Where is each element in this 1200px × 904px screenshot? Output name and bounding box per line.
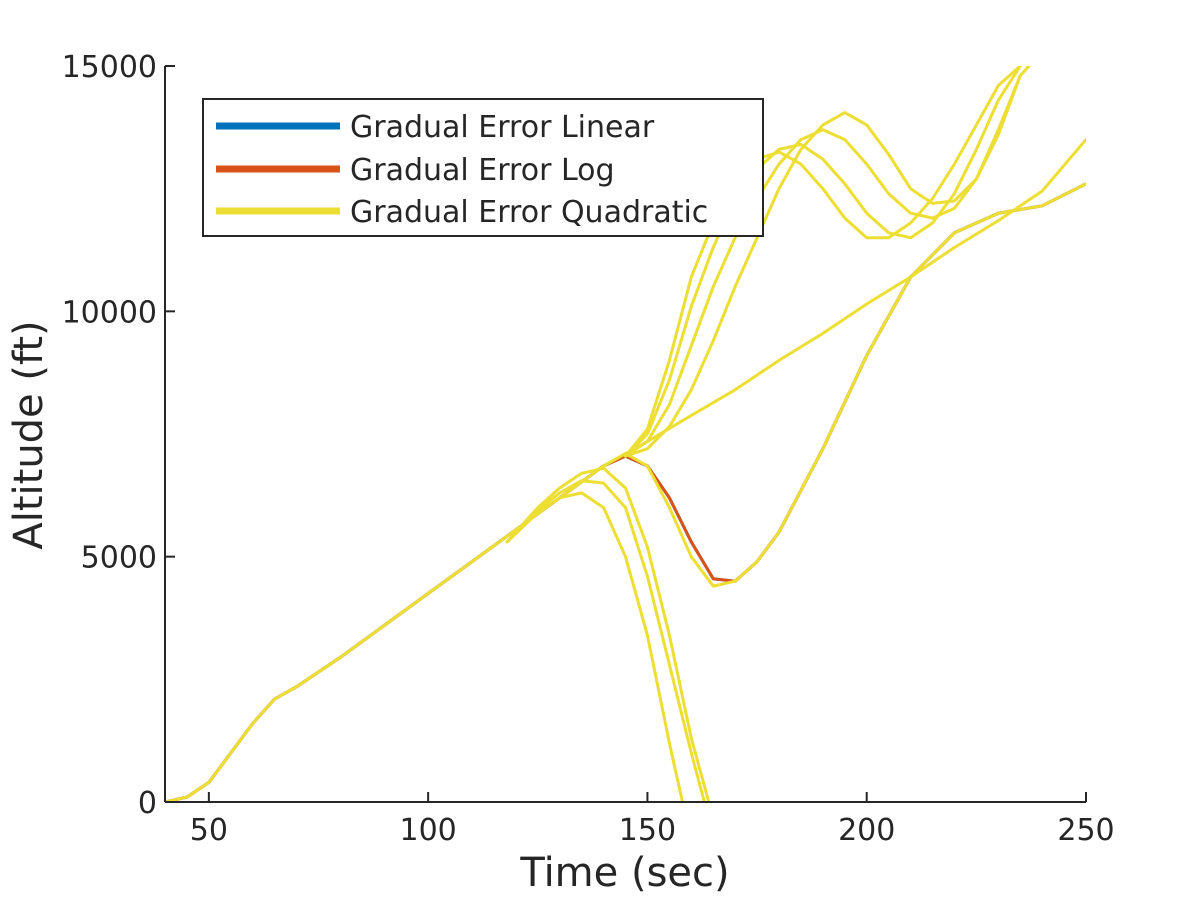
axes-layer <box>164 66 1086 803</box>
x-tick-label: 100 <box>400 813 457 848</box>
series-line-gradual-error-quadratic-4 <box>624 74 1022 458</box>
series-line-gradual-error-linear-1 <box>165 182 1086 802</box>
legend-label-linear: Gradual Error Linear <box>350 110 655 145</box>
series-line-gradual-error-quadratic-8 <box>505 466 711 802</box>
x-tick-label: 150 <box>619 813 676 848</box>
series-layer <box>165 66 1086 802</box>
y-tick-label: 0 <box>138 786 157 821</box>
y-axis-label: Altitude (ft) <box>6 320 52 549</box>
legend: Gradual Error Linear Gradual Error Log G… <box>202 98 764 237</box>
y-tick-label: 15000 <box>62 50 157 85</box>
series-line-gradual-error-log-1 <box>165 182 1086 802</box>
y-tick-label: 10000 <box>62 295 157 330</box>
x-tick-label: 250 <box>1057 813 1114 848</box>
legend-label-quadratic: Gradual Error Quadratic <box>350 195 708 230</box>
x-axis-label: Time (sec) <box>519 850 729 896</box>
x-tick-label: 200 <box>838 813 895 848</box>
series-line-gradual-error-quadratic-3 <box>624 66 1022 458</box>
series-line-gradual-error-quadratic-5 <box>624 66 1031 458</box>
series-line-gradual-error-quadratic-9 <box>602 182 1086 588</box>
ticks-layer: 50 100 150 200 250 0 5000 10000 15000 <box>62 50 1115 848</box>
series-line-gradual-error-quadratic-6 <box>505 491 684 802</box>
legend-label-log: Gradual Error Log <box>350 153 615 188</box>
series-line-gradual-error-quadratic-7 <box>505 479 706 802</box>
y-tick-label: 5000 <box>81 541 157 576</box>
series-line-gradual-error-quadratic-2 <box>624 66 1022 458</box>
x-tick-label: 50 <box>190 813 228 848</box>
